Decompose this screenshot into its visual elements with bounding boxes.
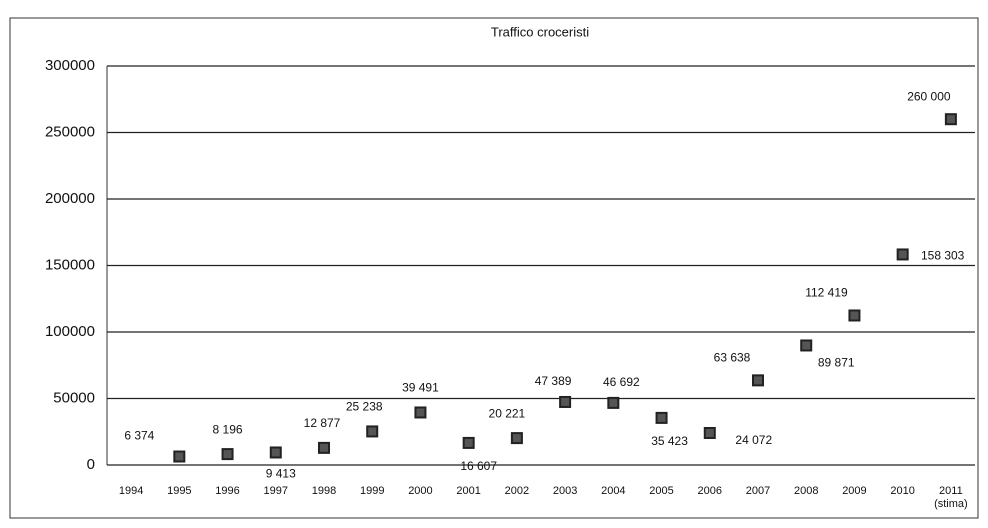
data-label: 16 607 xyxy=(460,459,497,473)
data-label: 9 413 xyxy=(266,467,296,481)
marker xyxy=(221,448,234,461)
x-tick-label: 2000 xyxy=(408,485,433,497)
marker xyxy=(510,432,523,445)
data-label: 35 423 xyxy=(651,434,688,448)
data-label: 6 374 xyxy=(124,429,154,443)
chart-border xyxy=(9,17,979,519)
data-label: 47 389 xyxy=(535,374,572,388)
marker xyxy=(800,339,813,352)
marker xyxy=(703,426,716,439)
marker xyxy=(848,309,861,322)
x-tick-label: 1996 xyxy=(215,485,240,497)
x-tick-label: 2007 xyxy=(745,485,771,497)
marker xyxy=(462,436,475,449)
x-tick-label: 2005 xyxy=(649,485,674,497)
x-tick-label: 2001 xyxy=(456,485,481,497)
data-label: 89 871 xyxy=(818,356,855,370)
x-tick-label: 2010 xyxy=(890,485,915,497)
marker xyxy=(752,374,764,387)
x-tick-label: 2004 xyxy=(601,485,626,497)
y-tick-label: 300000 xyxy=(45,57,95,74)
y-tick-label: 200000 xyxy=(45,190,95,207)
marker xyxy=(269,446,282,459)
x-tick-label: 1994 xyxy=(118,485,144,497)
x-tick-label: 1997 xyxy=(263,485,288,497)
x-tick-label: 2002 xyxy=(504,485,530,497)
marker xyxy=(318,441,330,454)
x-tick-label: 2003 xyxy=(552,485,578,497)
x-tick-label: 1998 xyxy=(311,485,337,497)
data-label: 12 877 xyxy=(304,416,341,430)
data-label: 260 000 xyxy=(907,89,951,103)
marker xyxy=(896,248,909,261)
y-tick-label: 0 xyxy=(87,456,95,473)
marker xyxy=(173,450,186,463)
marker xyxy=(607,396,620,409)
data-label: 20 221 xyxy=(489,406,526,420)
y-tick-label: 150000 xyxy=(45,256,95,273)
data-label: 25 238 xyxy=(346,400,383,414)
data-label: 46 692 xyxy=(603,375,640,389)
x-tick-label: 2009 xyxy=(842,485,867,497)
data-label: 39 491 xyxy=(402,381,439,395)
x-tick-label: 1995 xyxy=(167,485,192,497)
chart-title: Traffico croceristi xyxy=(491,24,589,39)
y-tick-label: 250000 xyxy=(45,123,95,140)
data-label: 63 638 xyxy=(714,351,751,365)
data-label: 8 196 xyxy=(213,422,243,436)
marker xyxy=(559,395,572,408)
data-label: 158 303 xyxy=(921,249,965,263)
x-tick-label: 2008 xyxy=(793,485,819,497)
marker xyxy=(414,406,427,419)
data-label: 24 072 xyxy=(735,433,772,447)
marker xyxy=(944,113,957,126)
marker xyxy=(366,425,379,438)
y-tick-label: 50000 xyxy=(53,389,95,406)
data-label: 112 419 xyxy=(805,286,848,300)
y-tick-label: 100000 xyxy=(45,323,95,340)
x-tick-label: 2011 (stima) xyxy=(934,485,968,510)
x-tick-label: 1999 xyxy=(359,485,385,497)
x-tick-label: 2006 xyxy=(697,485,722,497)
marker xyxy=(655,411,668,424)
